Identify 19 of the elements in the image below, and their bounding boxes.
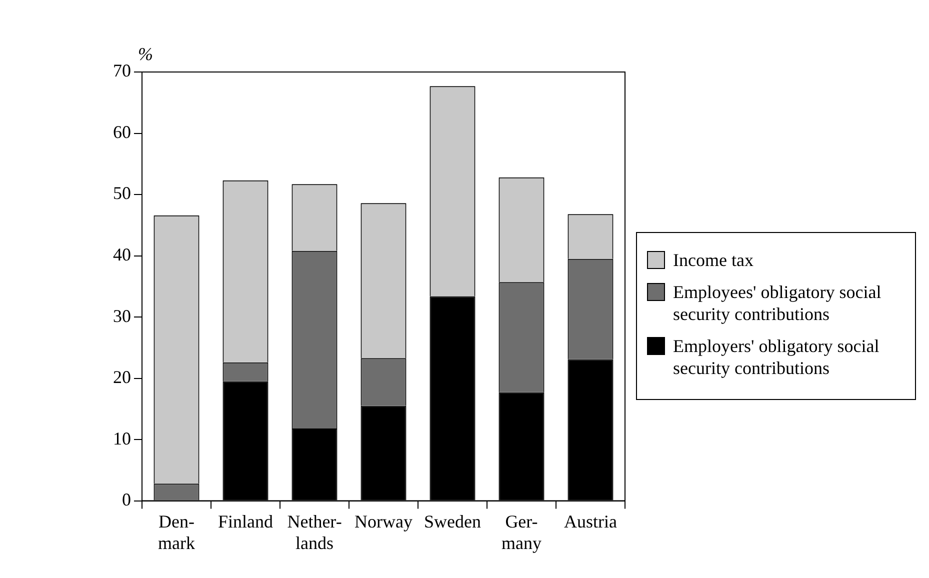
x-tick-label: Ger- many	[502, 511, 542, 553]
y-tick-label: 40	[113, 244, 131, 265]
legend-label: Employers' obligatory social security contributions	[673, 335, 880, 379]
legend-label: Income tax	[673, 249, 754, 271]
y-tick-label: 20	[113, 367, 131, 388]
legend-label: Employees' obligatory social security contributions	[673, 281, 882, 325]
y-tick-label: 10	[113, 428, 131, 448]
x-tick-label: Nether- lands	[287, 511, 342, 553]
x-tick-label: Sweden	[424, 511, 481, 532]
y-tick-label: 30	[113, 306, 131, 326]
y-tick-label: 50	[113, 183, 131, 204]
y-tick-label: 70	[113, 60, 131, 81]
x-tick-label: Norway	[354, 511, 412, 532]
x-tick-label: Den- mark	[158, 511, 195, 553]
x-tick-label: Finland	[218, 511, 274, 532]
x-tick-label: Austria	[564, 511, 617, 532]
y-axis-title: %	[138, 44, 153, 65]
y-tick-label: 60	[113, 122, 131, 142]
y-tick-label: 0	[122, 490, 131, 510]
